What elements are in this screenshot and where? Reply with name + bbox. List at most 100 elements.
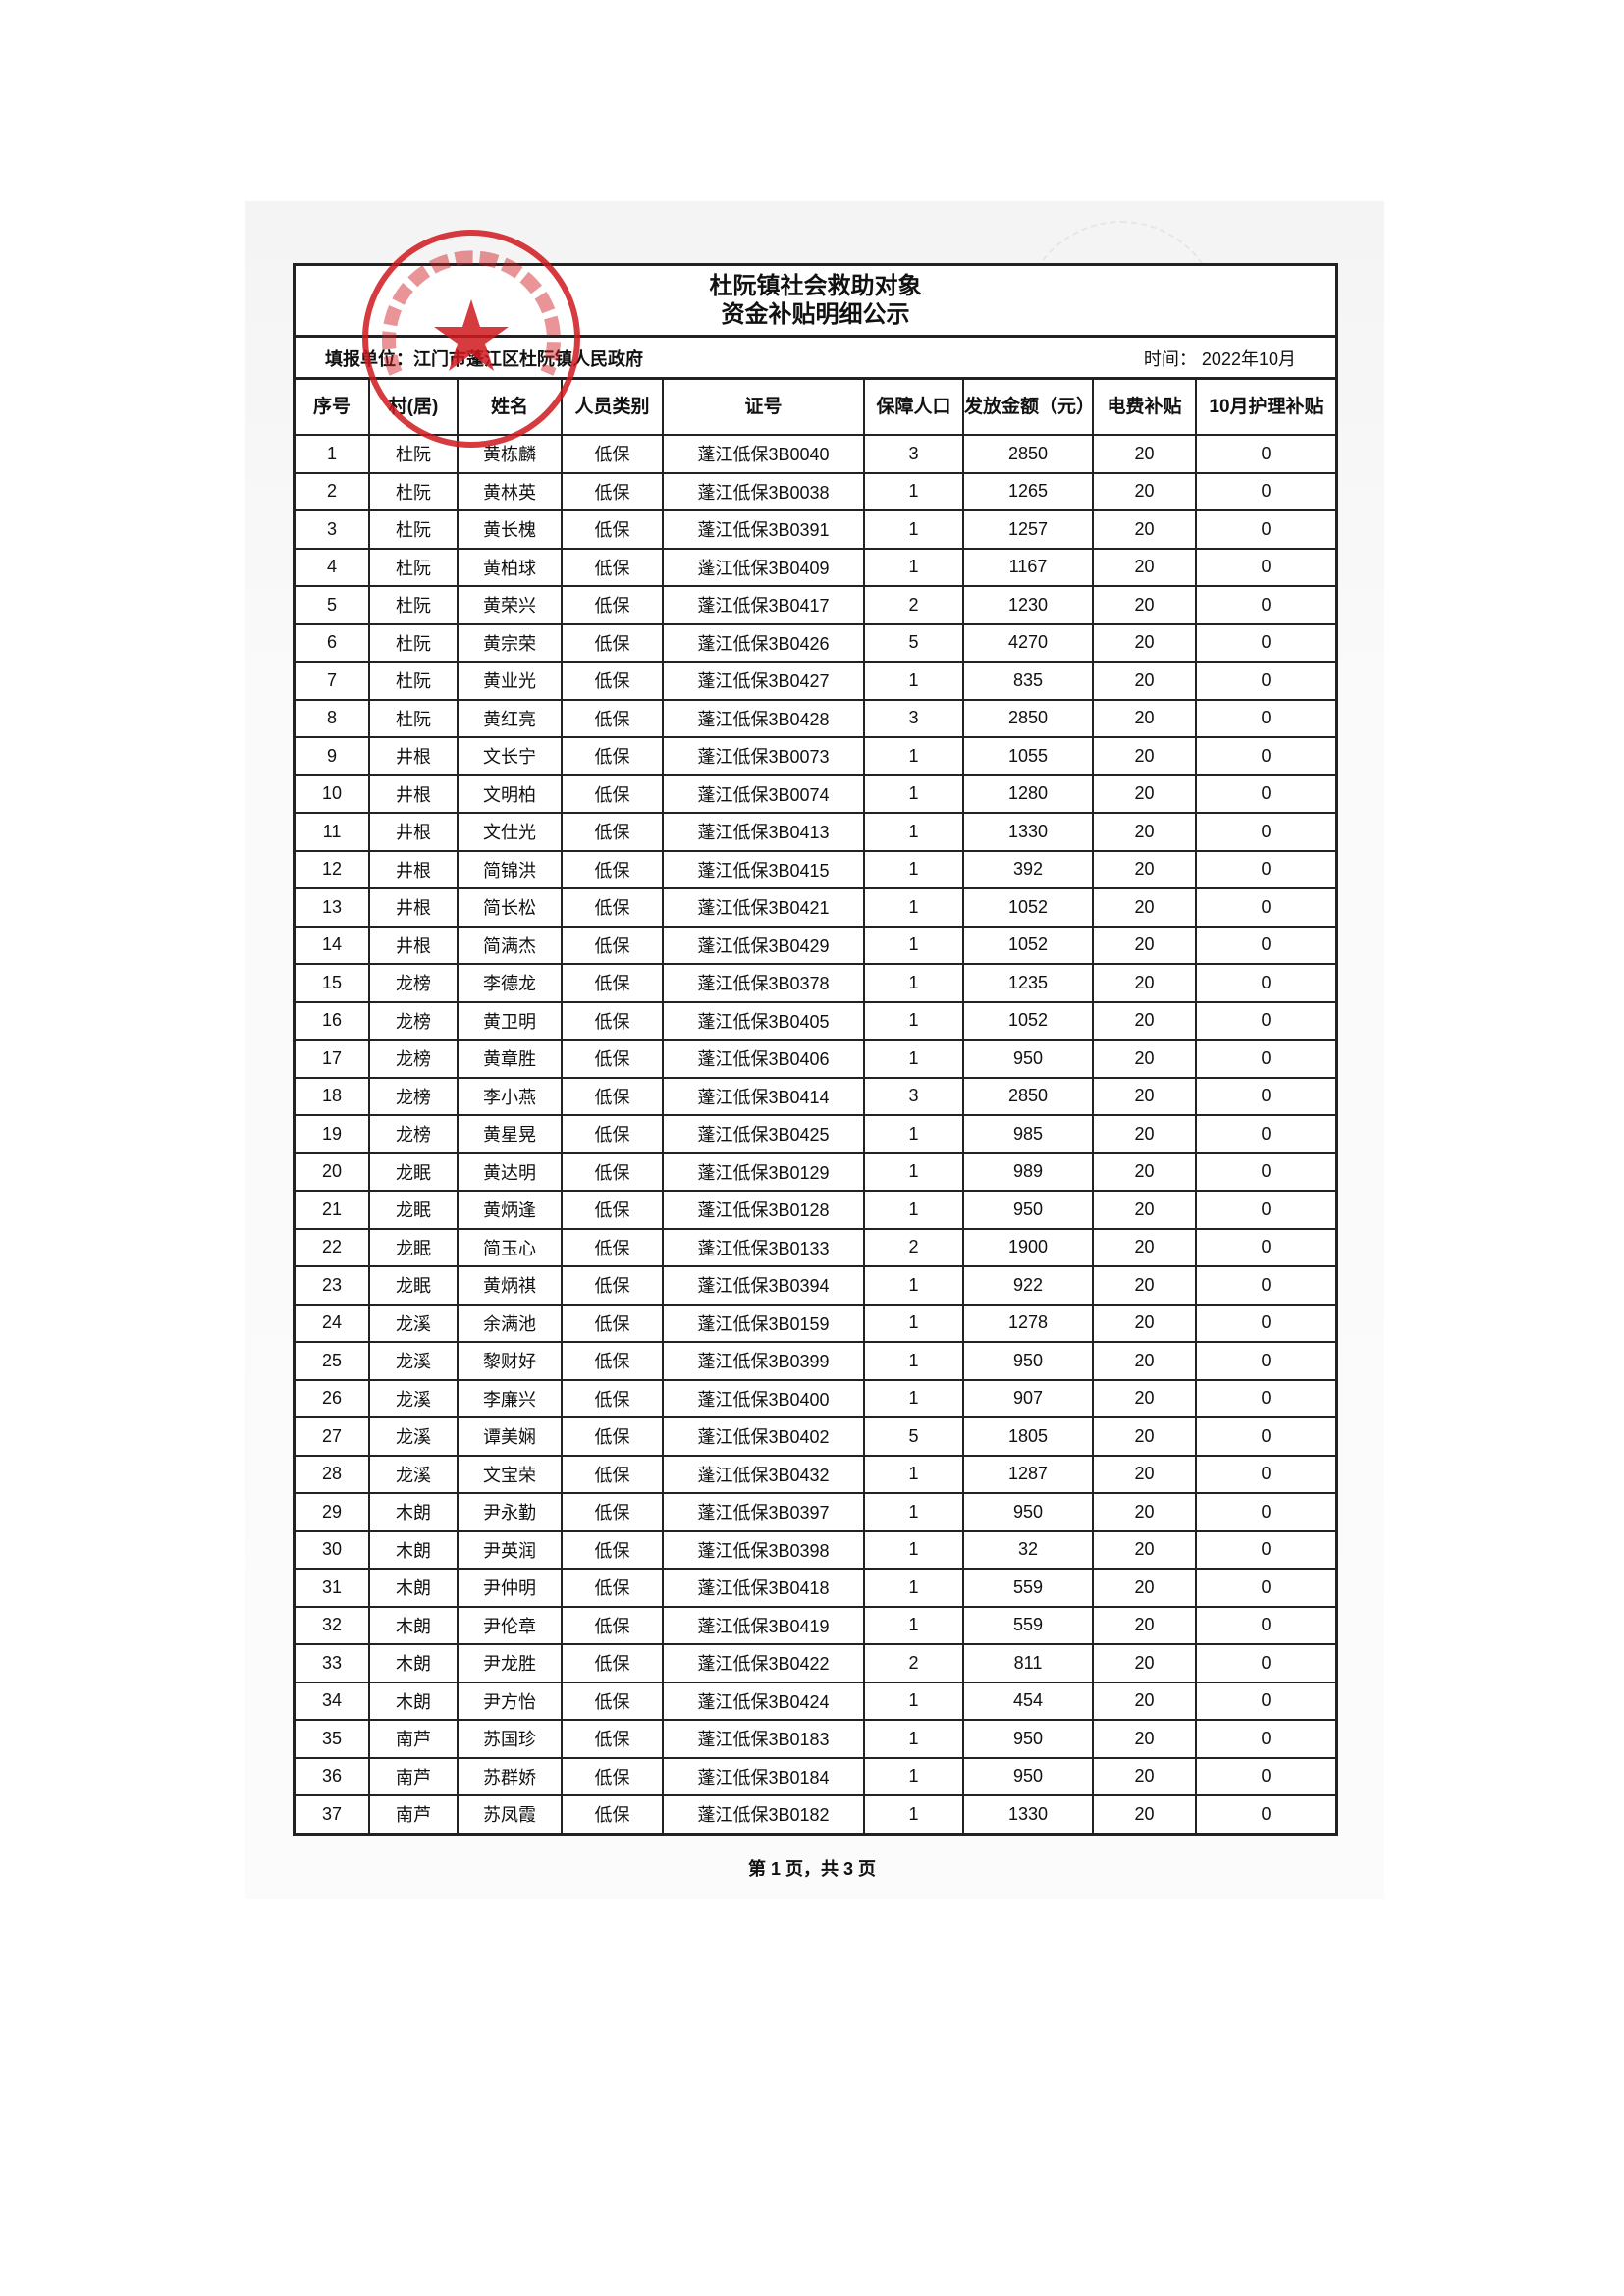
cell-amount: 1330 — [962, 1794, 1094, 1833]
cell-amount: 950 — [962, 1039, 1094, 1079]
cell-electricity-subsidy: 20 — [1092, 925, 1197, 965]
cell-cert-no: 蓬江低保3B0400 — [662, 1378, 865, 1418]
cell-cert-no: 蓬江低保3B0159 — [662, 1303, 865, 1343]
table-row: 6 杜阮 黄宗荣 低保 蓬江低保3B0426 5 4270 20 0 — [296, 622, 1335, 663]
cell-category: 低保 — [561, 1605, 664, 1645]
table-row: 37 南芦 苏凤霞 低保 蓬江低保3B0182 1 1330 20 0 — [296, 1794, 1335, 1833]
cell-care-subsidy: 0 — [1195, 1076, 1335, 1116]
cell-seq: 12 — [296, 849, 370, 889]
header-electricity-subsidy: 电费补贴 — [1092, 380, 1197, 436]
cell-category: 低保 — [561, 1416, 664, 1457]
cell-seq: 8 — [296, 698, 370, 738]
cell-cert-no: 蓬江低保3B0184 — [662, 1756, 865, 1796]
cell-amount: 32 — [962, 1529, 1094, 1570]
table-row: 24 龙溪 余满池 低保 蓬江低保3B0159 1 1278 20 0 — [296, 1303, 1335, 1343]
cell-cert-no: 蓬江低保3B0402 — [662, 1416, 865, 1457]
cell-name: 黄达明 — [457, 1151, 563, 1192]
cell-electricity-subsidy: 20 — [1092, 1529, 1197, 1570]
cell-seq: 26 — [296, 1378, 370, 1418]
cell-amount: 950 — [962, 1756, 1094, 1796]
header-name: 姓名 — [457, 380, 563, 436]
cell-household-size: 1 — [863, 1378, 964, 1418]
cell-name: 苏凤霞 — [457, 1794, 563, 1833]
cell-household-size: 1 — [863, 887, 964, 928]
cell-household-size: 1 — [863, 1756, 964, 1796]
cell-name: 黄宗荣 — [457, 622, 563, 663]
table-row: 26 龙溪 李廉兴 低保 蓬江低保3B0400 1 907 20 0 — [296, 1378, 1335, 1418]
cell-category: 低保 — [561, 812, 664, 852]
cell-seq: 34 — [296, 1681, 370, 1721]
cell-amount: 950 — [962, 1719, 1094, 1759]
cell-electricity-subsidy: 20 — [1092, 736, 1197, 776]
cell-name: 黄长槐 — [457, 509, 563, 550]
table-row: 21 龙眠 黄炳逢 低保 蓬江低保3B0128 1 950 20 0 — [296, 1190, 1335, 1230]
cell-electricity-subsidy: 20 — [1092, 1227, 1197, 1267]
cell-cert-no: 蓬江低保3B0406 — [662, 1039, 865, 1079]
cell-amount: 950 — [962, 1190, 1094, 1230]
table-row: 19 龙榜 黄星晃 低保 蓬江低保3B0425 1 985 20 0 — [296, 1114, 1335, 1154]
cell-care-subsidy: 0 — [1195, 1378, 1335, 1418]
cell-village: 杜阮 — [368, 698, 459, 738]
cell-village: 井根 — [368, 887, 459, 928]
cell-name: 简锦洪 — [457, 849, 563, 889]
cell-electricity-subsidy: 20 — [1092, 1341, 1197, 1381]
cell-village: 南芦 — [368, 1756, 459, 1796]
cell-household-size: 2 — [863, 585, 964, 625]
cell-category: 低保 — [561, 1568, 664, 1608]
cell-seq: 23 — [296, 1265, 370, 1306]
cell-household-size: 1 — [863, 774, 964, 814]
cell-electricity-subsidy: 20 — [1092, 1303, 1197, 1343]
cell-category: 低保 — [561, 774, 664, 814]
cell-name: 文长宁 — [457, 736, 563, 776]
cell-amount: 2850 — [962, 698, 1094, 738]
cell-name: 黄章胜 — [457, 1039, 563, 1079]
cell-household-size: 5 — [863, 622, 964, 663]
cell-name: 余满池 — [457, 1303, 563, 1343]
cell-village: 龙溪 — [368, 1378, 459, 1418]
cell-seq: 37 — [296, 1794, 370, 1833]
cell-amount: 4270 — [962, 622, 1094, 663]
cell-seq: 3 — [296, 509, 370, 550]
header-care-subsidy: 10月护理补贴 — [1195, 380, 1335, 436]
cell-name: 李德龙 — [457, 963, 563, 1003]
cell-amount: 1235 — [962, 963, 1094, 1003]
cell-household-size: 1 — [863, 963, 964, 1003]
cell-category: 低保 — [561, 1378, 664, 1418]
cell-category: 低保 — [561, 1000, 664, 1041]
cell-electricity-subsidy: 20 — [1092, 1605, 1197, 1645]
cell-household-size: 1 — [863, 736, 964, 776]
cell-care-subsidy: 0 — [1195, 1492, 1335, 1532]
table-row: 27 龙溪 谭美娴 低保 蓬江低保3B0402 5 1805 20 0 — [296, 1416, 1335, 1457]
cell-category: 低保 — [561, 471, 664, 511]
cell-amount: 2850 — [962, 434, 1094, 474]
table-row: 1 杜阮 黄栋麟 低保 蓬江低保3B0040 3 2850 20 0 — [296, 434, 1335, 474]
header-seq: 序号 — [296, 380, 370, 436]
cell-amount: 1055 — [962, 736, 1094, 776]
cell-seq: 28 — [296, 1454, 370, 1494]
cell-electricity-subsidy: 20 — [1092, 1114, 1197, 1154]
cell-seq: 25 — [296, 1341, 370, 1381]
cell-care-subsidy: 0 — [1195, 471, 1335, 511]
cell-village: 井根 — [368, 849, 459, 889]
cell-seq: 10 — [296, 774, 370, 814]
cell-category: 低保 — [561, 585, 664, 625]
cell-village: 井根 — [368, 925, 459, 965]
cell-amount: 950 — [962, 1492, 1094, 1532]
cell-household-size: 3 — [863, 698, 964, 738]
cell-care-subsidy: 0 — [1195, 1454, 1335, 1494]
cell-care-subsidy: 0 — [1195, 736, 1335, 776]
cell-village: 龙眠 — [368, 1227, 459, 1267]
cell-name: 黄卫明 — [457, 1000, 563, 1041]
cell-household-size: 2 — [863, 1227, 964, 1267]
cell-village: 南芦 — [368, 1719, 459, 1759]
cell-category: 低保 — [561, 1303, 664, 1343]
cell-cert-no: 蓬江低保3B0182 — [662, 1794, 865, 1833]
cell-amount: 989 — [962, 1151, 1094, 1192]
cell-care-subsidy: 0 — [1195, 1000, 1335, 1041]
cell-cert-no: 蓬江低保3B0397 — [662, 1492, 865, 1532]
cell-amount: 1052 — [962, 887, 1094, 928]
cell-cert-no: 蓬江低保3B0133 — [662, 1227, 865, 1267]
table-row: 35 南芦 苏国珍 低保 蓬江低保3B0183 1 950 20 0 — [296, 1719, 1335, 1759]
cell-category: 低保 — [561, 1529, 664, 1570]
cell-amount: 1257 — [962, 509, 1094, 550]
